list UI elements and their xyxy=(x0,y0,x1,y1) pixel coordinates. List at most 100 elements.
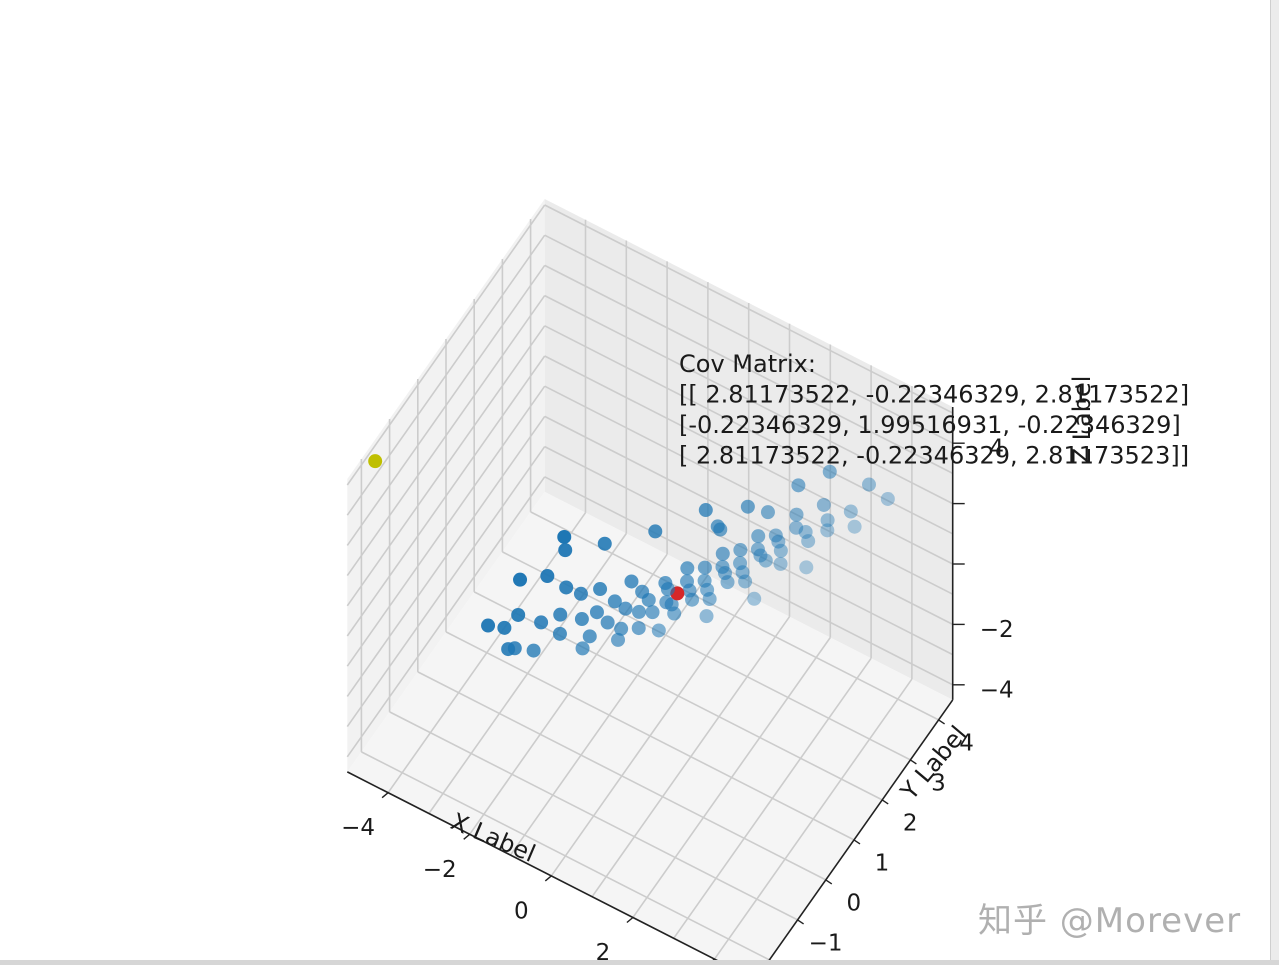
cov-matrix-line: Cov Matrix: xyxy=(679,350,816,378)
scatter-point xyxy=(773,543,788,558)
scatter-point xyxy=(750,542,765,557)
scatter-point xyxy=(651,623,666,638)
scatter-point xyxy=(526,643,541,658)
scatter-point xyxy=(710,519,725,534)
grid-line xyxy=(544,264,954,475)
y-tick-label: 4 xyxy=(959,730,974,756)
y-tick-label: 3 xyxy=(931,770,946,796)
grid-line xyxy=(346,204,546,486)
scatter-point xyxy=(481,618,496,633)
scatter-point xyxy=(843,504,858,519)
scatter-point xyxy=(822,464,837,479)
scatter-point xyxy=(552,626,567,641)
scatter-point xyxy=(758,553,773,568)
x-tick-label: −2 xyxy=(423,857,457,883)
scatter-point xyxy=(789,520,804,535)
scatter-point xyxy=(747,591,762,606)
scatter-point xyxy=(534,615,549,630)
grid-line xyxy=(361,751,770,961)
cov-matrix-line: [[ 2.81173522, -0.22346329, 2.81173522] xyxy=(679,381,1189,409)
axis-lines xyxy=(346,406,965,965)
scatter-point xyxy=(497,620,512,635)
scatter-point xyxy=(582,629,597,644)
y-tick-mark xyxy=(881,799,889,805)
scatter-point xyxy=(658,576,673,591)
scatter-point xyxy=(631,621,646,636)
pane-floor xyxy=(347,491,953,965)
grid-line xyxy=(445,631,855,841)
scatter-point xyxy=(680,574,695,589)
scatter-point xyxy=(553,607,568,622)
scatter-point xyxy=(611,632,626,647)
window-frame-bottom xyxy=(0,960,1279,965)
scatter-point xyxy=(801,534,816,549)
scatter-point xyxy=(511,607,526,622)
grid-line xyxy=(346,355,546,637)
scatter-point xyxy=(697,560,712,575)
y-tick-label: −1 xyxy=(809,930,843,956)
scatter-point xyxy=(733,543,748,558)
watermark: 知乎 @Morever xyxy=(978,901,1242,941)
grid-line xyxy=(346,446,546,728)
scatter-point xyxy=(559,580,574,595)
scatter-point xyxy=(847,519,862,534)
scatter-point xyxy=(614,621,629,636)
x-tick-label: −4 xyxy=(341,815,375,841)
grid-line xyxy=(346,234,546,516)
grid-line xyxy=(544,385,954,595)
scatter-point xyxy=(698,503,713,518)
scatter-point xyxy=(645,605,660,620)
scatter-point xyxy=(632,604,647,619)
scatter-point xyxy=(597,536,612,551)
scatter-point xyxy=(624,574,639,589)
grid-line xyxy=(346,295,546,577)
scatter-point xyxy=(699,609,714,624)
scatter-point xyxy=(659,595,674,610)
scatter-point xyxy=(740,499,755,514)
scatter-point xyxy=(593,582,608,597)
scatter-point xyxy=(760,505,775,520)
scatter-point xyxy=(880,491,895,506)
scatter-point xyxy=(820,523,835,538)
y-tick-mark xyxy=(797,919,804,925)
grid-line xyxy=(346,264,546,546)
grid-line xyxy=(544,325,954,535)
y-tick-mark xyxy=(825,879,833,885)
y-tick-label: 1 xyxy=(875,850,890,876)
grid-line xyxy=(544,294,954,505)
grid-line xyxy=(544,234,954,444)
scatter-point xyxy=(618,601,633,616)
x-tick-label: 0 xyxy=(514,898,529,924)
z-axis-title: Z Label xyxy=(1068,376,1096,465)
scatter-point xyxy=(799,560,814,575)
x-tick-label: 2 xyxy=(596,940,611,960)
cov-matrix-line: [-0.22346329, 1.99516931, -0.22346329] xyxy=(679,411,1181,439)
grid-line xyxy=(346,415,546,697)
grid-line xyxy=(544,355,954,565)
scatter-point xyxy=(715,546,730,561)
grid-line xyxy=(346,476,546,758)
scatter-point xyxy=(648,524,663,539)
scatter-point xyxy=(751,529,766,544)
scatter-point xyxy=(575,641,590,656)
outlier-point xyxy=(368,454,383,469)
scatter-point xyxy=(540,569,555,584)
scatter-point xyxy=(773,556,788,571)
scatter-point xyxy=(501,642,516,657)
scatter-point xyxy=(816,497,831,512)
grid-line xyxy=(346,325,546,607)
scatter-point xyxy=(635,584,650,599)
scatter-point xyxy=(558,543,573,558)
scatter-point xyxy=(715,559,730,574)
scatter-point xyxy=(791,478,806,493)
grid-line xyxy=(544,204,954,414)
y-tick-mark xyxy=(910,759,917,765)
grid-line xyxy=(417,671,827,881)
x-tick-mark xyxy=(463,833,471,840)
grid-line xyxy=(389,711,798,921)
scatter-point xyxy=(574,612,589,627)
grid-line xyxy=(544,415,954,626)
scatter-point xyxy=(733,556,748,571)
